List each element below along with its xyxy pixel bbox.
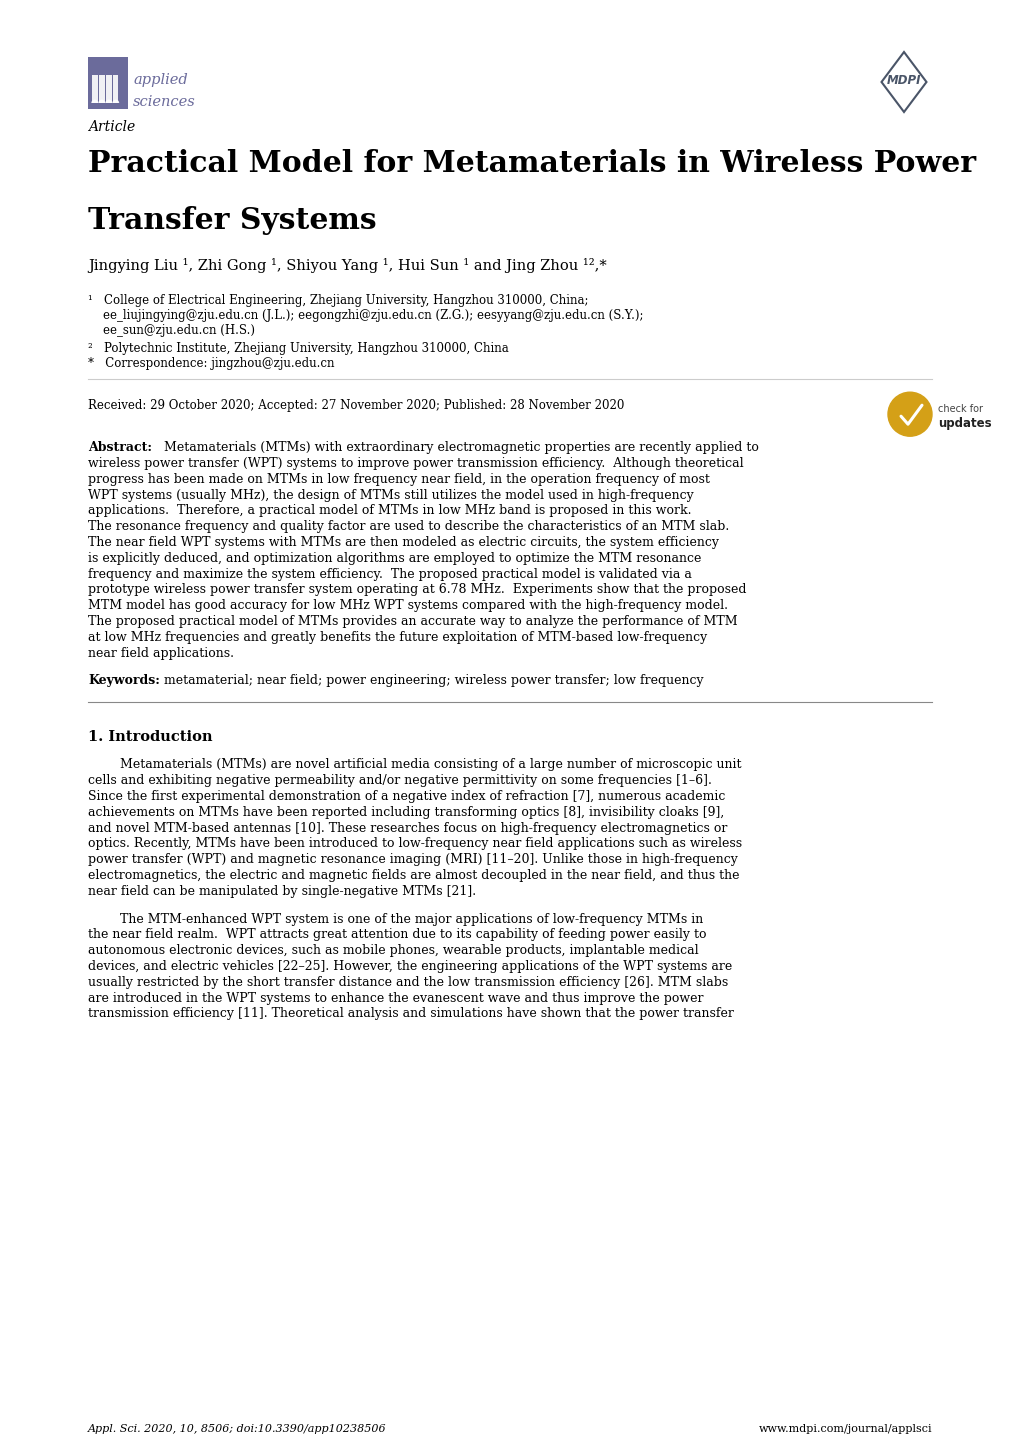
Text: transmission efficiency [11]. Theoretical analysis and simulations have shown th: transmission efficiency [11]. Theoretica… [88, 1008, 733, 1021]
Text: sciences: sciences [132, 95, 196, 110]
Text: Metamaterials (MTMs) are novel artificial media consisting of a large number of : Metamaterials (MTMs) are novel artificia… [88, 758, 741, 771]
Text: power transfer (WPT) and magnetic resonance imaging (MRI) [11–20]. Unlike those : power transfer (WPT) and magnetic resona… [88, 854, 737, 867]
Text: prototype wireless power transfer system operating at 6.78 MHz.  Experiments sho: prototype wireless power transfer system… [88, 584, 746, 597]
Text: cells and exhibiting negative permeability and/or negative permittivity on some : cells and exhibiting negative permeabili… [88, 774, 711, 787]
Text: The MTM-enhanced WPT system is one of the major applications of low-frequency MT: The MTM-enhanced WPT system is one of th… [88, 913, 702, 926]
Text: MDPI: MDPI [886, 74, 920, 87]
Text: applications.  Therefore, a practical model of MTMs in low MHz band is proposed : applications. Therefore, a practical mod… [88, 505, 691, 518]
Circle shape [888, 392, 931, 435]
Text: The resonance frequency and quality factor are used to describe the characterist: The resonance frequency and quality fact… [88, 521, 729, 534]
Text: electromagnetics, the electric and magnetic fields are almost decoupled in the n: electromagnetics, the electric and magne… [88, 870, 739, 883]
Text: The proposed practical model of MTMs provides an accurate way to analyze the per: The proposed practical model of MTMs pro… [88, 614, 737, 629]
Text: near field can be manipulated by single-negative MTMs [21].: near field can be manipulated by single-… [88, 885, 476, 898]
Text: metamaterial; near field; power engineering; wireless power transfer; low freque: metamaterial; near field; power engineer… [160, 675, 703, 688]
Text: optics. Recently, MTMs have been introduced to low-frequency near field applicat: optics. Recently, MTMs have been introdu… [88, 838, 742, 851]
Text: devices, and electric vehicles [22–25]. However, the engineering applications of: devices, and electric vehicles [22–25]. … [88, 960, 732, 973]
Bar [88, 58, 127, 110]
Text: Appl. Sci. 2020, 10, 8506; doi:10.3390/app10238506: Appl. Sci. 2020, 10, 8506; doi:10.3390/a… [88, 1425, 386, 1433]
Text: are introduced in the WPT systems to enhance the evanescent wave and thus improv: are introduced in the WPT systems to enh… [88, 992, 703, 1005]
Text: ee_sun@zju.edu.cn (H.S.): ee_sun@zju.edu.cn (H.S.) [88, 323, 255, 336]
Text: progress has been made on MTMs in low frequency near field, in the operation fre: progress has been made on MTMs in low fr… [88, 473, 709, 486]
Circle shape [92, 101, 98, 105]
Text: updates: updates [937, 417, 990, 430]
Text: wireless power transfer (WPT) systems to improve power transmission efficiency. : wireless power transfer (WPT) systems to… [88, 457, 743, 470]
Bar [113, 75, 118, 102]
Text: MTM model has good accuracy for low MHz WPT systems compared with the high-frequ: MTM model has good accuracy for low MHz … [88, 600, 728, 613]
Text: ee_liujingying@zju.edu.cn (J.L.); eegongzhi@zju.edu.cn (Z.G.); eesyyang@zju.edu.: ee_liujingying@zju.edu.cn (J.L.); eegong… [88, 309, 643, 322]
Text: the near field realm.  WPT attracts great attention due to its capability of fee: the near field realm. WPT attracts great… [88, 929, 706, 942]
Text: Keywords:: Keywords: [88, 675, 160, 688]
Text: frequency and maximize the system efficiency.  The proposed practical model is v: frequency and maximize the system effici… [88, 568, 691, 581]
Text: achievements on MTMs have been reported including transforming optics [8], invis: achievements on MTMs have been reported … [88, 806, 723, 819]
Text: check for: check for [937, 404, 982, 414]
Text: autonomous electronic devices, such as mobile phones, wearable products, implant: autonomous electronic devices, such as m… [88, 945, 698, 957]
Text: www.mdpi.com/journal/applsci: www.mdpi.com/journal/applsci [758, 1425, 931, 1433]
Bar [106, 75, 111, 102]
Bar [88, 102, 127, 110]
Text: The near field WPT systems with MTMs are then modeled as electric circuits, the : The near field WPT systems with MTMs are… [88, 536, 718, 549]
Text: ²   Polytechnic Institute, Zhejiang University, Hangzhou 310000, China: ² Polytechnic Institute, Zhejiang Univer… [88, 342, 508, 355]
Text: Since the first experimental demonstration of a negative index of refraction [7]: Since the first experimental demonstrati… [88, 790, 725, 803]
Text: WPT systems (usually MHz), the design of MTMs still utilizes the model used in h: WPT systems (usually MHz), the design of… [88, 489, 693, 502]
Text: Article: Article [88, 120, 136, 134]
Text: applied: applied [132, 74, 187, 87]
Circle shape [113, 101, 118, 105]
Text: and novel MTM-based antennas [10]. These researches focus on high-frequency elec: and novel MTM-based antennas [10]. These… [88, 822, 727, 835]
Text: ¹   College of Electrical Engineering, Zhejiang University, Hangzhou 310000, Chi: ¹ College of Electrical Engineering, Zhe… [88, 294, 588, 307]
Bar [99, 75, 104, 102]
Text: Practical Model for Metamaterials in Wireless Power: Practical Model for Metamaterials in Wir… [88, 149, 975, 177]
Text: near field applications.: near field applications. [88, 646, 233, 659]
Text: Received: 29 October 2020; Accepted: 27 November 2020; Published: 28 November 20: Received: 29 October 2020; Accepted: 27 … [88, 399, 624, 412]
Circle shape [99, 101, 104, 105]
Text: at low MHz frequencies and greatly benefits the future exploitation of MTM-based: at low MHz frequencies and greatly benef… [88, 630, 706, 643]
Text: Abstract:: Abstract: [88, 441, 152, 454]
Text: 1. Introduction: 1. Introduction [88, 731, 212, 744]
Text: Metamaterials (MTMs) with extraordinary electromagnetic properties are recently : Metamaterials (MTMs) with extraordinary … [160, 441, 758, 454]
Text: is explicitly deduced, and optimization algorithms are employed to optimize the : is explicitly deduced, and optimization … [88, 552, 701, 565]
Text: Transfer Systems: Transfer Systems [88, 206, 376, 235]
Text: usually restricted by the short transfer distance and the low transmission effic: usually restricted by the short transfer… [88, 976, 728, 989]
Text: Jingying Liu ¹, Zhi Gong ¹, Shiyou Yang ¹, Hui Sun ¹ and Jing Zhou ¹²,*: Jingying Liu ¹, Zhi Gong ¹, Shiyou Yang … [88, 258, 606, 273]
Bar [92, 75, 98, 102]
Text: *   Correspondence: jingzhou@zju.edu.cn: * Correspondence: jingzhou@zju.edu.cn [88, 358, 334, 371]
Circle shape [106, 101, 111, 105]
